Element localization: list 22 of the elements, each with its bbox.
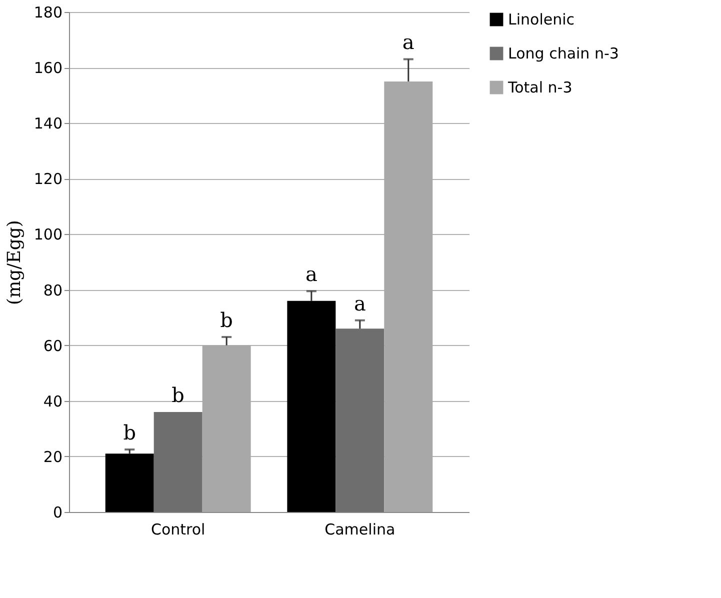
legend-label: Linolenic [508, 10, 575, 28]
legend-label: Long chain n-3 [508, 44, 619, 62]
y-tick-label: 60 [43, 336, 62, 355]
y-tick-label: 140 [34, 114, 62, 133]
y-tick-label: 120 [34, 170, 62, 188]
annotation: b [123, 420, 136, 444]
y-tick-label: 80 [43, 281, 62, 300]
annotation: b [220, 308, 233, 332]
y-tick-label: 160 [34, 59, 62, 78]
x-tick-label: Camelina [324, 520, 396, 538]
annotation: a [305, 262, 318, 286]
y-tick-label: 40 [43, 392, 62, 410]
annotation: a [402, 30, 414, 54]
y-tick-label: 20 [43, 448, 62, 466]
annotation: b [172, 383, 184, 407]
legend-label: Total n-3 [507, 78, 572, 96]
x-tick-label: Control [150, 520, 206, 538]
y-tick-label: 100 [34, 226, 62, 244]
y-axis-title: (mg/Egg) [4, 220, 25, 305]
y-tick-label: 0 [52, 504, 62, 522]
y-tick-label: 180 [34, 4, 62, 22]
annotation: a [354, 291, 366, 316]
